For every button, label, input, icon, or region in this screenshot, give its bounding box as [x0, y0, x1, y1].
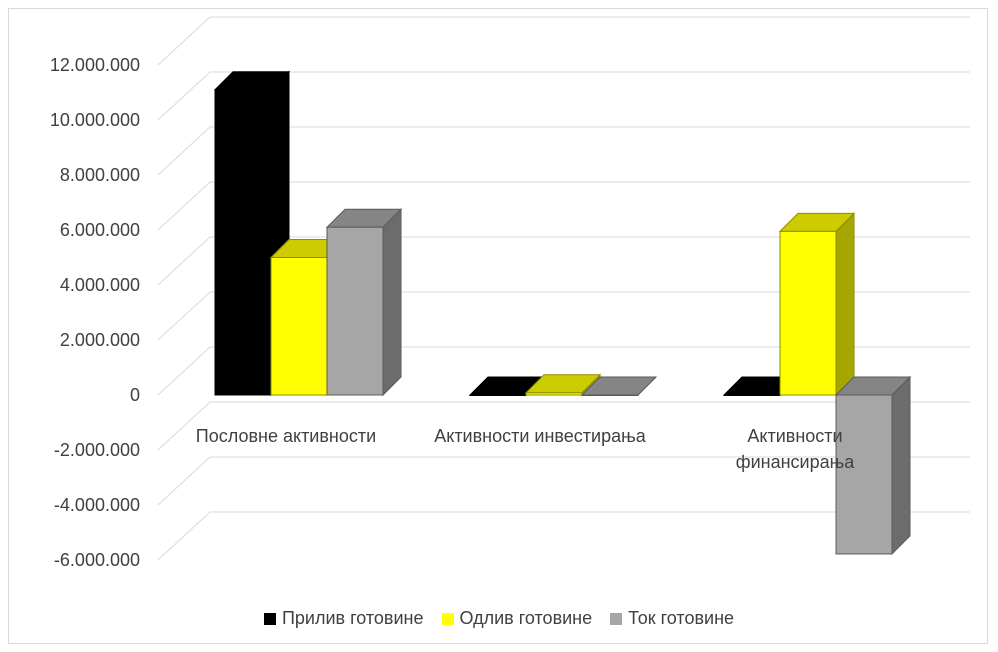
y-tick-label: -6.000.000 — [54, 550, 140, 570]
gridline — [157, 126, 970, 176]
category-label: Пословне активности — [196, 426, 376, 446]
legend-item-netflow: Ток готовине — [610, 608, 734, 629]
gridline — [157, 401, 970, 451]
gridline — [157, 346, 970, 396]
category-label: Активности — [747, 426, 842, 446]
gridlines — [157, 16, 970, 561]
y-tick-label: 4.000.000 — [60, 275, 140, 295]
legend-label-netflow: Ток готовине — [628, 608, 735, 628]
category-labels: Пословне активности Активности инвестирањ… — [196, 426, 855, 472]
bars — [213, 70, 912, 556]
category-label: финансирања — [736, 452, 855, 472]
gridline — [157, 16, 970, 66]
bar — [778, 212, 856, 397]
y-tick-label: 8.000.000 — [60, 165, 140, 185]
legend: Прилив готовине Одлив готовине Ток готов… — [0, 608, 998, 629]
gridline — [157, 181, 970, 231]
y-tick-label: -2.000.000 — [54, 440, 140, 460]
legend-item-inflow: Прилив готовине — [263, 608, 424, 629]
legend-item-outflow: Одлив готовине — [441, 608, 593, 629]
bar — [580, 376, 658, 396]
gridline — [157, 236, 970, 286]
y-tick-label: 12.000.000 — [50, 55, 140, 75]
gridline — [157, 291, 970, 341]
y-tick-label: 6.000.000 — [60, 220, 140, 240]
bar — [834, 375, 912, 556]
gridline — [157, 71, 970, 121]
legend-label-inflow: Прилив готовине — [281, 608, 424, 628]
gridline — [157, 456, 970, 506]
y-axis-tick-labels: 12.000.000 10.000.000 8.000.000 6.000.000 4.… — [50, 55, 140, 570]
y-tick-label: 10.000.000 — [50, 110, 140, 130]
bar — [325, 208, 403, 397]
legend-label-outflow: Одлив готовине — [459, 608, 593, 628]
legend-swatch-outflow — [441, 612, 454, 625]
y-tick-label: 2.000.000 — [60, 330, 140, 350]
category-label: Активности инвестирања — [434, 426, 647, 446]
bar — [524, 373, 602, 397]
y-tick-label: -4.000.000 — [54, 495, 140, 515]
legend-swatch-inflow — [263, 612, 276, 625]
gridline — [157, 511, 970, 561]
legend-swatch-netflow — [610, 612, 623, 625]
y-tick-label: 0 — [130, 385, 140, 405]
